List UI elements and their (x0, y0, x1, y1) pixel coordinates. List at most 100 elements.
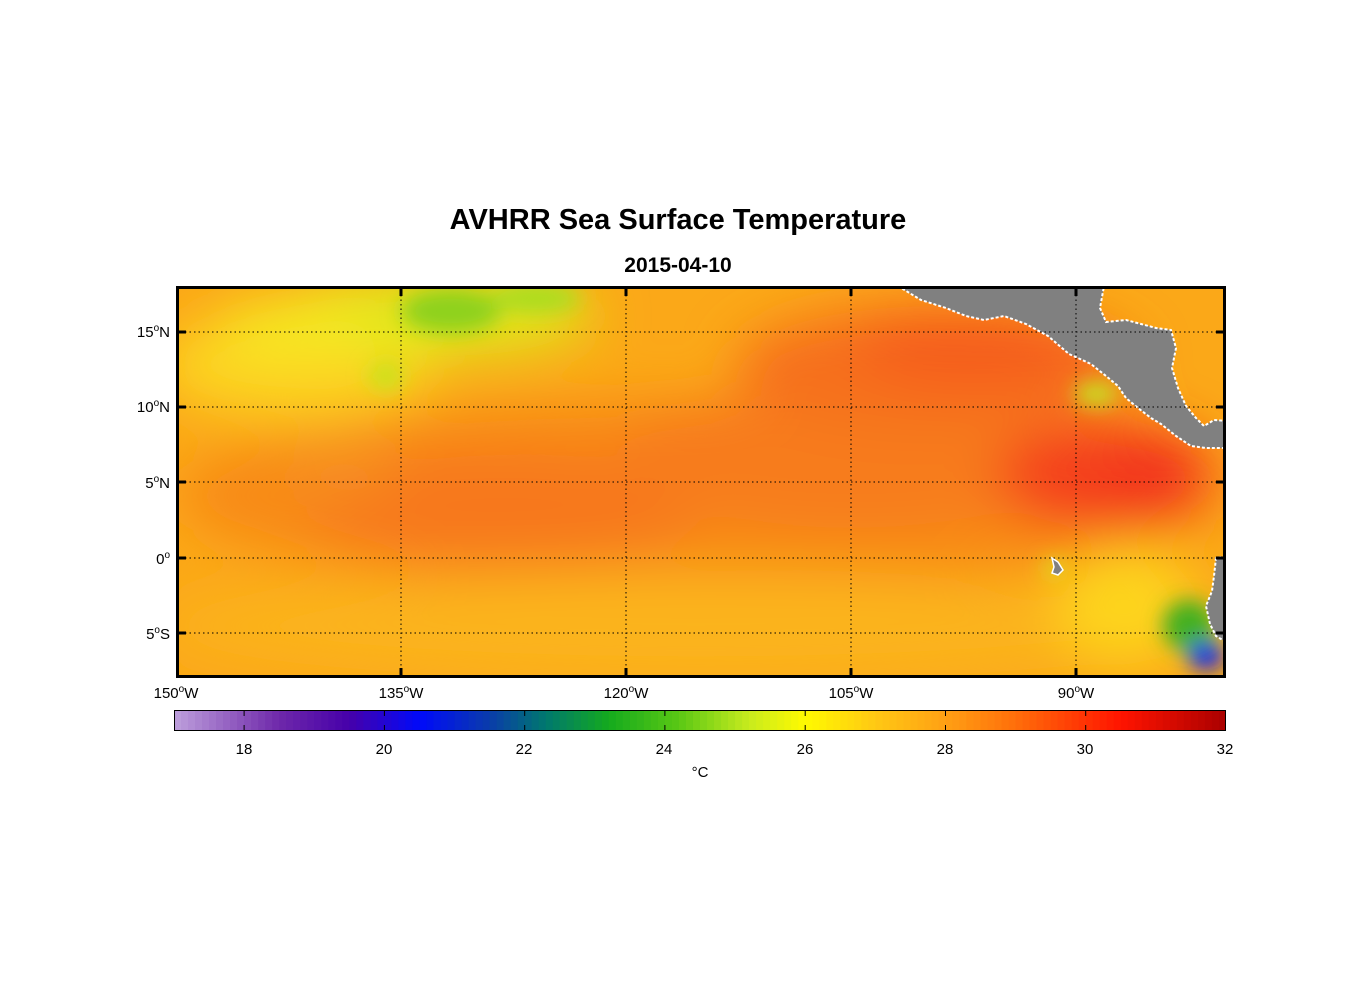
colorbar-step (349, 710, 357, 731)
colorbar-step (973, 710, 982, 731)
colorbar-step (356, 710, 364, 731)
colorbar-step (573, 710, 582, 731)
colorbar-step (461, 710, 470, 731)
colorbar-step (391, 710, 400, 731)
colorbar-step (1078, 710, 1087, 731)
colorbar-step (202, 710, 210, 731)
land-south-america (1204, 554, 1226, 644)
colorbar-step (882, 710, 890, 731)
colorbar-step (594, 710, 603, 731)
colorbar-step (251, 710, 259, 731)
colorbar-step (321, 710, 329, 731)
colorbar-step (875, 710, 883, 731)
colorbar-step (692, 710, 701, 731)
colorbar-label-30: 30 (1076, 741, 1094, 758)
colorbar-step (517, 710, 526, 731)
colorbar-step (524, 710, 533, 731)
colorbar-step (1148, 710, 1157, 731)
colorbar-step (419, 710, 428, 731)
chart-title: AVHRR Sea Surface Temperature (449, 204, 907, 236)
colorbar-step (833, 710, 841, 731)
colorbar-step (440, 710, 449, 731)
lat-label-0: 0o (156, 550, 170, 568)
colorbar-step (728, 710, 736, 731)
colorbar-step (1155, 710, 1164, 731)
colorbar-step (756, 710, 764, 731)
colorbar-step (265, 710, 273, 731)
colorbar-step (496, 710, 505, 731)
colorbar-step (847, 710, 855, 731)
colorbar-step (1008, 710, 1017, 731)
colorbar-step (587, 710, 596, 731)
colorbar-step (1141, 710, 1150, 731)
colorbar-step (1169, 710, 1178, 731)
colorbar-step (664, 710, 673, 731)
colorbar-step (405, 710, 414, 731)
colorbar-step (447, 710, 456, 731)
colorbar-step (342, 710, 350, 731)
colorbar-step (700, 710, 708, 731)
colorbar-step (980, 710, 989, 731)
colorbar-step (454, 710, 463, 731)
colorbar-step (188, 710, 196, 731)
colorbar-step (854, 710, 862, 731)
colorbar-unit: °C (691, 764, 709, 781)
colorbar-step (1127, 710, 1136, 731)
colorbar-step (994, 710, 1003, 731)
colorbar-step (279, 710, 287, 731)
colorbar-step (1092, 710, 1101, 731)
colorbar-step (1113, 710, 1122, 731)
sst-map (176, 286, 1226, 678)
colorbar-step (475, 710, 484, 731)
colorbar-step (482, 710, 491, 731)
colorbar-step (749, 710, 757, 731)
colorbar-step (580, 710, 589, 731)
colorbar-step (742, 710, 750, 731)
colorbar-step (559, 710, 568, 731)
colorbar-step (503, 710, 512, 731)
colorbar-step (770, 710, 778, 731)
colorbar-step (538, 710, 547, 731)
colorbar-step (412, 710, 421, 731)
colorbar-step (924, 710, 933, 731)
colorbar-step (174, 710, 182, 731)
colorbar-step (195, 710, 203, 731)
colorbar-step (938, 710, 947, 731)
colorbar-step (840, 710, 848, 731)
colorbar-step (791, 710, 799, 731)
colorbar-step (671, 710, 680, 731)
colorbar-step (959, 710, 968, 731)
colorbar-step (1134, 710, 1143, 731)
colorbar-label-18: 18 (235, 741, 253, 758)
colorbar-step (531, 710, 540, 731)
colorbar-step (910, 710, 919, 731)
colorbar-label-22: 22 (515, 741, 533, 758)
colorbar-step (777, 710, 785, 731)
colorbar-step (1099, 710, 1108, 731)
colorbar-step (258, 710, 266, 731)
colorbar-step (545, 710, 554, 731)
colorbar-step (363, 710, 371, 731)
colorbar-label-32: 32 (1216, 741, 1234, 758)
colorbar-step (601, 710, 610, 731)
colorbar-step (629, 710, 638, 731)
colorbar-step (1036, 710, 1045, 731)
colorbar-step (1190, 710, 1199, 731)
colorbar-step (1211, 710, 1220, 731)
colorbar-step (721, 710, 729, 731)
colorbar-step (181, 710, 189, 731)
colorbar-step (370, 710, 378, 731)
colorbar (174, 710, 1226, 731)
colorbar-step (812, 710, 820, 731)
colorbar-step (398, 710, 407, 731)
lon-label-105w: 105oW (828, 684, 874, 702)
colorbar-step (307, 710, 315, 731)
colorbar-step (657, 710, 666, 731)
colorbar-step (784, 710, 792, 731)
colorbar-step (1176, 710, 1185, 731)
colorbar-step (1197, 710, 1206, 731)
lon-label-90w: 90oW (1057, 684, 1095, 702)
colorbar-step (1106, 710, 1115, 731)
colorbar-step (209, 710, 217, 731)
colorbar-label-24: 24 (655, 741, 673, 758)
